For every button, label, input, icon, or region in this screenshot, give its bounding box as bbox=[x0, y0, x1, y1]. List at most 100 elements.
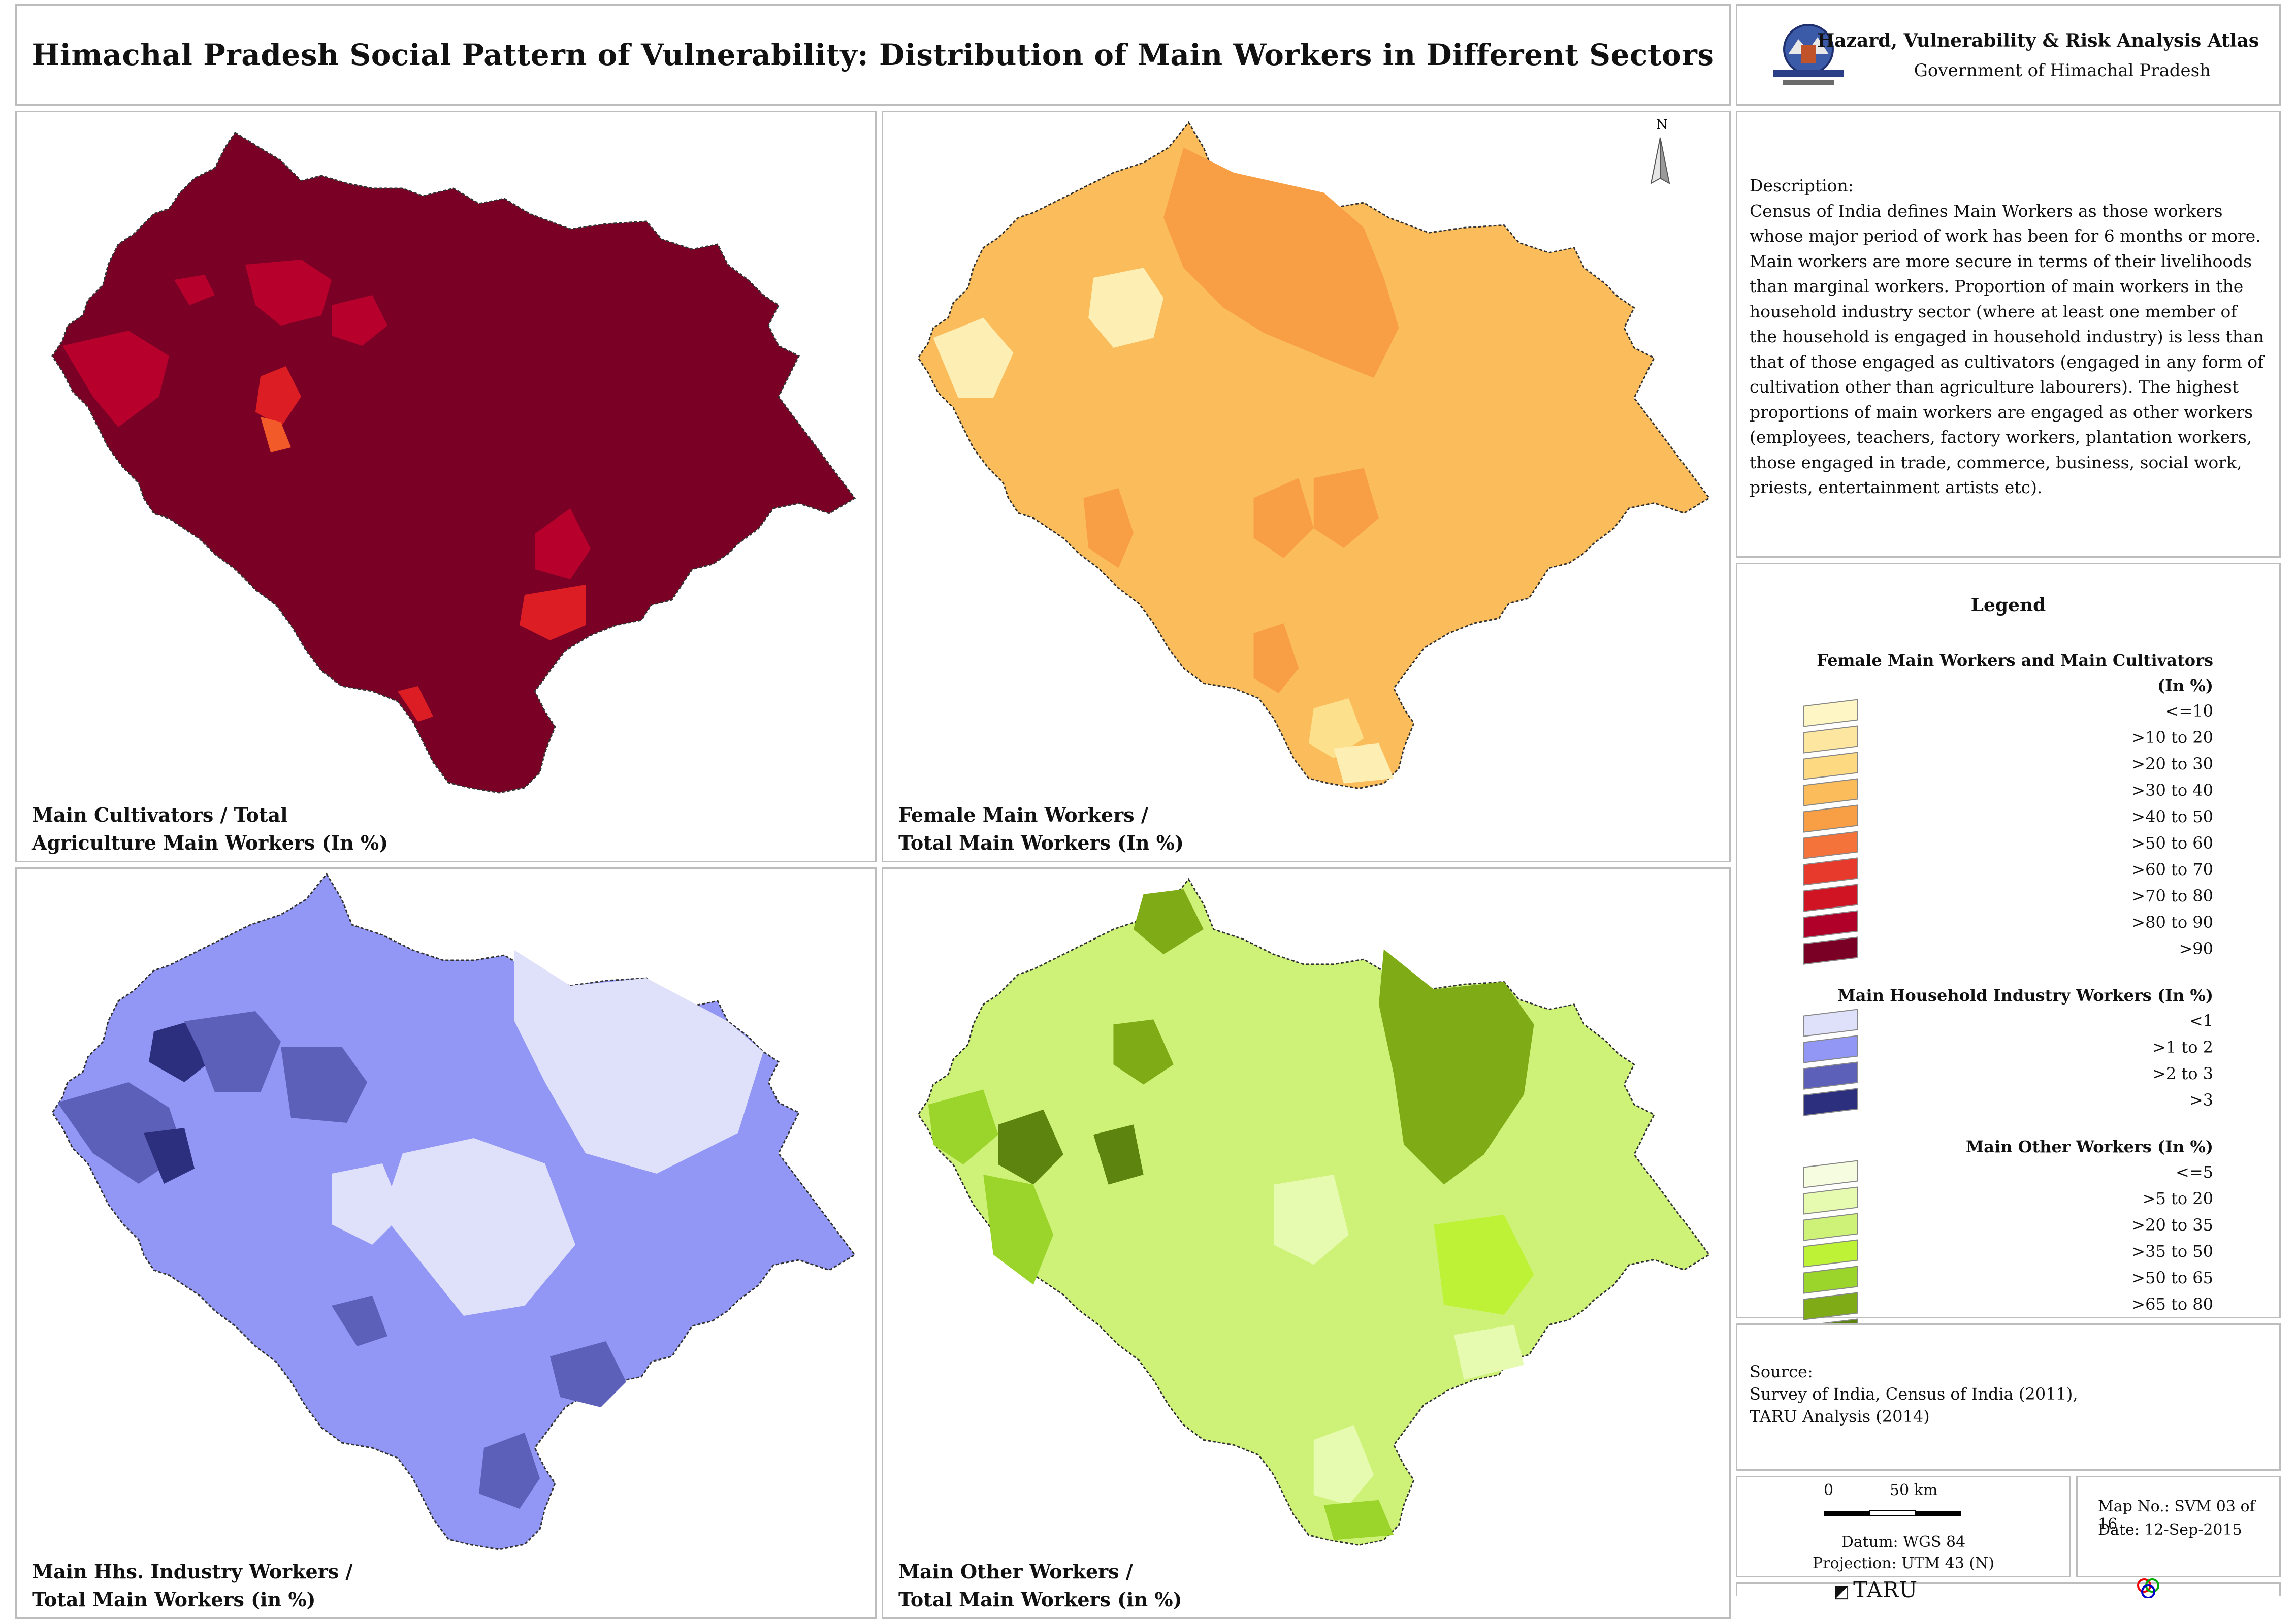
government-name: Government of Himachal Pradesh bbox=[1914, 60, 2211, 81]
legend-swatch bbox=[1803, 831, 1858, 859]
legend-item: >70 to 80 bbox=[1737, 884, 2279, 913]
legend-label: >10 to 20 bbox=[2131, 728, 2213, 747]
north-arrow-icon bbox=[1650, 137, 1670, 184]
region-patch bbox=[1378, 949, 1534, 1185]
description-heading: Description: bbox=[1750, 176, 1854, 196]
color-circles-icon bbox=[2137, 1578, 2159, 1598]
legend-swatch bbox=[1803, 936, 1858, 965]
legend-item: >35 to 50 bbox=[1737, 1239, 2279, 1268]
map-svg-cultivators bbox=[51, 131, 856, 794]
scale-zero: 0 bbox=[1824, 1481, 1834, 1499]
footer-box bbox=[1736, 1582, 2281, 1596]
legend-swatch bbox=[1803, 1213, 1858, 1241]
atlas-title: Hazard, Vulnerability & Risk Analysis At… bbox=[1817, 30, 2259, 51]
caption-line: Main Hhs. Industry Workers / bbox=[32, 1560, 353, 1583]
legend-label: >60 to 70 bbox=[2131, 860, 2213, 879]
map-date: Date: 12-Sep-2015 bbox=[2098, 1521, 2242, 1539]
legend-swatch bbox=[1803, 1035, 1858, 1063]
legend-item: >40 to 50 bbox=[1737, 804, 2279, 833]
map-other-workers: Main Other Workers / Total Main Workers … bbox=[882, 867, 1731, 1619]
region-patch bbox=[535, 508, 591, 579]
region-patch bbox=[245, 260, 332, 326]
legend-group-heading: Main Household Industry Workers (In %) bbox=[1837, 986, 2213, 1005]
legend-swatch bbox=[1803, 884, 1858, 912]
region-patch bbox=[1088, 268, 1164, 348]
taru-mark-icon: ◩ bbox=[1833, 1581, 1851, 1602]
legend-label: >5 to 20 bbox=[2142, 1189, 2213, 1208]
legend-label: >90 bbox=[2179, 939, 2213, 958]
region-patch bbox=[550, 1341, 626, 1407]
region-patch bbox=[1323, 1500, 1394, 1540]
legend-swatch bbox=[1803, 1186, 1858, 1215]
datum-text: Datum: WGS 84 bbox=[1841, 1533, 1966, 1551]
region-patch bbox=[1434, 1214, 1534, 1315]
map-svg-other bbox=[917, 878, 1710, 1546]
region-patch bbox=[1273, 1174, 1349, 1265]
region-patch bbox=[174, 275, 215, 305]
region-patch bbox=[1308, 698, 1364, 759]
legend-item: >20 to 30 bbox=[1737, 752, 2279, 781]
legend-box: Legend Female Main Workers and Main Cult… bbox=[1736, 563, 2281, 1347]
map-female-main-workers: N Female Main Workers / Total Main Worke… bbox=[882, 111, 1731, 862]
legend-item: >2 to 3 bbox=[1737, 1061, 2279, 1090]
region-patch bbox=[398, 686, 433, 722]
legend-label: >50 to 60 bbox=[2131, 833, 2213, 853]
caption-line: Total Main Workers (In %) bbox=[898, 831, 1184, 854]
description-box: Description: Census of India defines Mai… bbox=[1736, 111, 2281, 558]
hp-government-emblem-icon bbox=[1773, 24, 1844, 85]
region-patch bbox=[514, 950, 763, 1174]
region-patch bbox=[1453, 1324, 1524, 1380]
legend-item: <1 bbox=[1737, 1009, 2279, 1038]
region-patch bbox=[479, 1433, 540, 1509]
region-patch bbox=[144, 1128, 195, 1184]
legend-swatch bbox=[1803, 857, 1858, 886]
legend-label: >35 to 50 bbox=[2131, 1242, 2213, 1261]
caption-line: Main Other Workers / bbox=[898, 1560, 1133, 1583]
region-patch bbox=[1093, 1124, 1144, 1185]
region-patch bbox=[1313, 1424, 1374, 1505]
legend-swatch bbox=[1803, 1009, 1858, 1037]
region-patch bbox=[520, 585, 586, 640]
north-label: N bbox=[1656, 117, 1668, 133]
region-patch bbox=[998, 1109, 1063, 1185]
legend-label: >40 to 50 bbox=[2131, 807, 2213, 826]
map-svg-female bbox=[917, 121, 1710, 789]
region-patch bbox=[928, 1089, 998, 1165]
map-main-cultivators: Main Cultivators / Total Agriculture Mai… bbox=[15, 111, 877, 862]
legend-swatch bbox=[1803, 778, 1858, 806]
region-patch bbox=[382, 1138, 575, 1316]
region-patch bbox=[1253, 478, 1314, 558]
legend-item: >1 to 2 bbox=[1737, 1035, 2279, 1064]
region-patch bbox=[57, 1082, 184, 1184]
region-patch bbox=[1113, 1019, 1174, 1085]
legend-title: Legend bbox=[1970, 595, 2046, 616]
legend-item: >20 to 35 bbox=[1737, 1213, 2279, 1242]
caption-line: Total Main Workers (in %) bbox=[32, 1588, 316, 1611]
legend-label: >30 to 40 bbox=[2131, 781, 2213, 800]
legend-swatch bbox=[1803, 1061, 1858, 1090]
region-patch bbox=[261, 417, 291, 452]
legend-swatch bbox=[1803, 1239, 1858, 1268]
legend-label: >20 to 35 bbox=[2131, 1215, 2213, 1235]
map-svg-household bbox=[51, 872, 856, 1550]
source-line: Survey of India, Census of India (2011), bbox=[1750, 1384, 2078, 1404]
region-patch bbox=[1313, 468, 1379, 548]
map-household-industry: Main Hhs. Industry Workers / Total Main … bbox=[15, 867, 877, 1619]
source-heading: Source: bbox=[1750, 1362, 1813, 1381]
state-outline bbox=[51, 131, 856, 794]
legend-item: >60 to 70 bbox=[1737, 857, 2279, 886]
projection-text: Projection: UTM 43 (N) bbox=[1812, 1555, 1995, 1572]
legend-label: >80 to 90 bbox=[2131, 913, 2213, 932]
legend-group-subheading: (In %) bbox=[2157, 676, 2213, 695]
caption-line: Female Main Workers / bbox=[898, 803, 1148, 826]
legend-swatch bbox=[1803, 699, 1858, 727]
region-patch bbox=[1253, 623, 1299, 694]
legend-swatch bbox=[1803, 725, 1858, 754]
caption-line: Total Main Workers (in %) bbox=[898, 1588, 1182, 1611]
atlas-header: Hazard, Vulnerability & Risk Analysis At… bbox=[1736, 4, 2281, 106]
source-line: TARU Analysis (2014) bbox=[1750, 1407, 1930, 1426]
legend-item: <=5 bbox=[1737, 1160, 2279, 1189]
region-patch bbox=[1334, 743, 1394, 784]
legend-label: >65 to 80 bbox=[2131, 1294, 2213, 1314]
region-patch bbox=[332, 1163, 403, 1245]
